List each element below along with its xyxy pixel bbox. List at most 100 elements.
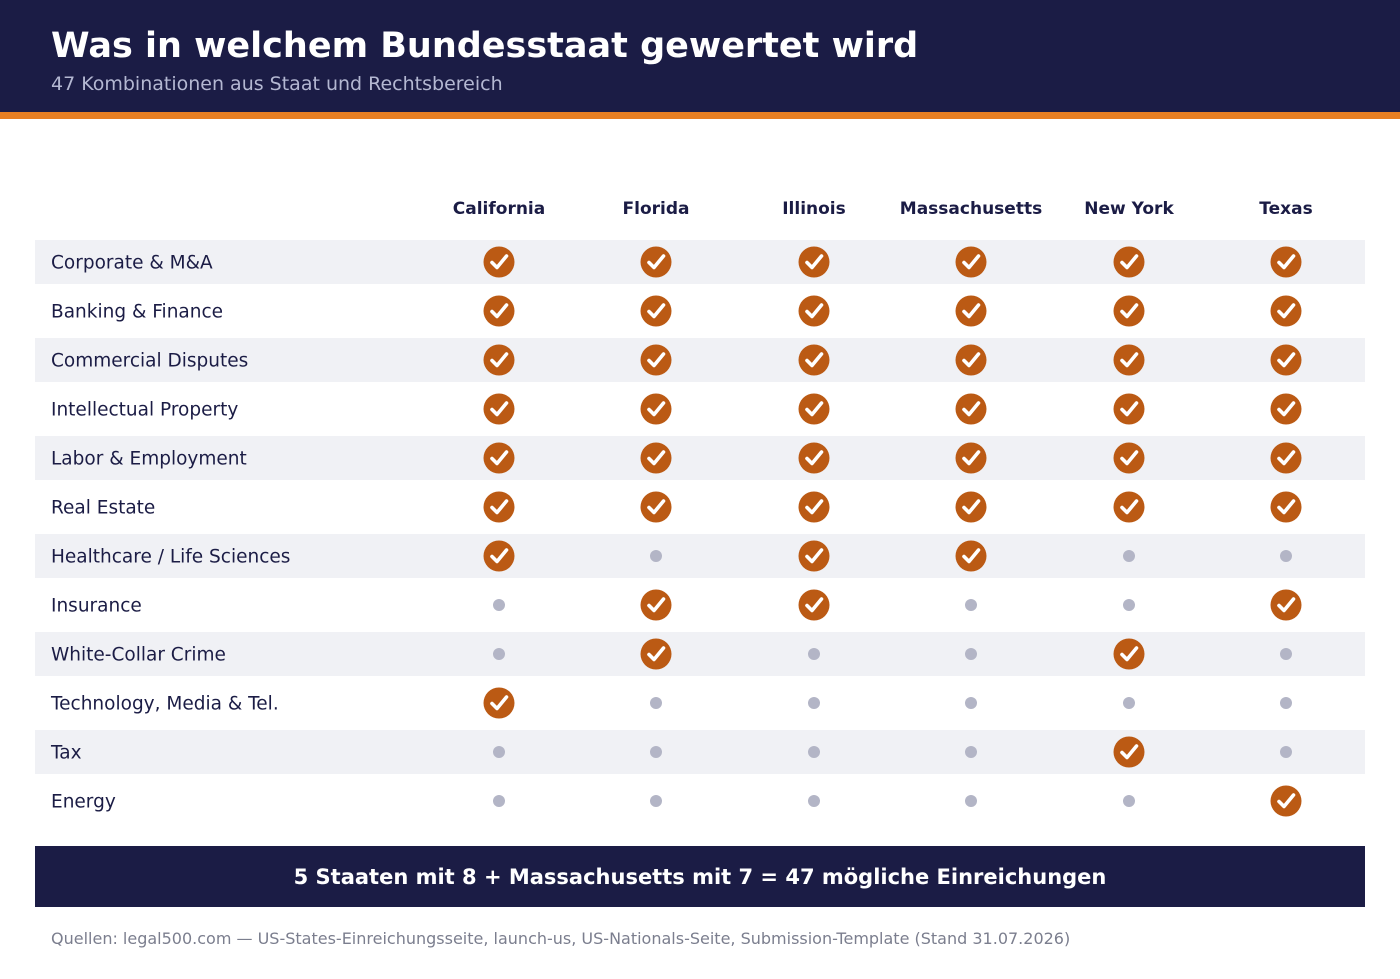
check-icon — [955, 540, 987, 572]
check-icon — [1270, 295, 1302, 327]
check-icon — [1113, 246, 1145, 278]
summary-bar: 5 Staaten mit 8 + Massachusetts mit 7 = … — [35, 846, 1365, 907]
check-icon — [483, 344, 515, 376]
empty-dot-icon — [650, 795, 662, 807]
empty-dot-icon — [808, 795, 820, 807]
check-icon — [1113, 295, 1145, 327]
empty-dot-icon — [1123, 795, 1135, 807]
check-icon — [1113, 393, 1145, 425]
table-row-band — [35, 338, 1365, 382]
check-icon — [955, 295, 987, 327]
summary-text: 5 Staaten mit 8 + Massachusetts mit 7 = … — [293, 864, 1107, 889]
empty-dot-icon — [808, 648, 820, 660]
table-row-band — [35, 730, 1365, 774]
empty-dot-icon — [650, 697, 662, 709]
table-row-band — [35, 632, 1365, 676]
column-header: Texas — [1259, 199, 1312, 219]
check-icon — [1113, 638, 1145, 670]
empty-dot-icon — [1280, 648, 1292, 660]
check-icon — [1113, 344, 1145, 376]
empty-dot-icon — [650, 550, 662, 562]
check-icon — [483, 246, 515, 278]
check-icon — [798, 344, 830, 376]
check-icon — [955, 393, 987, 425]
check-icon — [955, 246, 987, 278]
check-icon — [798, 442, 830, 474]
row-label: Technology, Media & Tel. — [50, 694, 279, 715]
page-subtitle: 47 Kombinationen aus Staat und Rechtsber… — [51, 73, 503, 95]
check-icon — [640, 442, 672, 474]
check-icon — [798, 491, 830, 523]
empty-dot-icon — [650, 746, 662, 758]
check-icon — [798, 589, 830, 621]
table-row-band — [35, 436, 1365, 480]
empty-dot-icon — [808, 697, 820, 709]
empty-dot-icon — [493, 795, 505, 807]
check-icon — [1113, 491, 1145, 523]
empty-dot-icon — [493, 599, 505, 611]
row-label: Labor & Employment — [51, 449, 247, 470]
empty-dot-icon — [1123, 697, 1135, 709]
check-icon — [798, 295, 830, 327]
check-icon — [483, 442, 515, 474]
row-label: Healthcare / Life Sciences — [51, 547, 290, 568]
check-icon — [483, 687, 515, 719]
check-icon — [640, 638, 672, 670]
check-icon — [1270, 491, 1302, 523]
table-row-band — [35, 534, 1365, 578]
row-label: Commercial Disputes — [51, 351, 248, 372]
header-bar — [0, 0, 1400, 112]
row-label: Tax — [50, 743, 82, 764]
check-icon — [955, 491, 987, 523]
row-label: White-Collar Crime — [51, 645, 226, 666]
check-icon — [955, 442, 987, 474]
empty-dot-icon — [1280, 697, 1292, 709]
check-icon — [798, 246, 830, 278]
check-icon — [1270, 442, 1302, 474]
check-icon — [1113, 442, 1145, 474]
check-icon — [1270, 589, 1302, 621]
check-icon — [955, 344, 987, 376]
column-header: California — [453, 199, 545, 219]
check-icon — [798, 540, 830, 572]
column-header: New York — [1084, 199, 1174, 219]
empty-dot-icon — [965, 697, 977, 709]
check-icon — [483, 295, 515, 327]
empty-dot-icon — [965, 648, 977, 660]
page-title: Was in welchem Bundesstaat gewertet wird — [51, 26, 919, 66]
check-icon — [483, 393, 515, 425]
check-icon — [483, 540, 515, 572]
check-icon — [1270, 785, 1302, 817]
empty-dot-icon — [965, 599, 977, 611]
check-icon — [1270, 246, 1302, 278]
empty-dot-icon — [965, 746, 977, 758]
check-icon — [483, 491, 515, 523]
row-label: Banking & Finance — [51, 302, 223, 323]
row-label: Corporate & M&A — [51, 253, 213, 274]
check-icon — [798, 393, 830, 425]
empty-dot-icon — [1280, 550, 1292, 562]
source-footnote: Quellen: legal500.com — US-States-Einrei… — [51, 929, 1071, 948]
check-icon — [1270, 344, 1302, 376]
row-label: Insurance — [51, 596, 142, 617]
column-header: Illinois — [782, 199, 846, 219]
header-accent-stripe — [0, 112, 1400, 119]
row-label: Energy — [51, 792, 116, 813]
check-icon — [1113, 736, 1145, 768]
row-label: Real Estate — [51, 498, 155, 519]
row-label: Intellectual Property — [51, 400, 238, 421]
empty-dot-icon — [1280, 746, 1292, 758]
check-icon — [640, 589, 672, 621]
empty-dot-icon — [1123, 599, 1135, 611]
empty-dot-icon — [1123, 550, 1135, 562]
table-row-band — [35, 240, 1365, 284]
empty-dot-icon — [493, 648, 505, 660]
check-icon — [1270, 393, 1302, 425]
check-icon — [640, 393, 672, 425]
check-icon — [640, 246, 672, 278]
column-header: Florida — [623, 199, 690, 219]
check-icon — [640, 491, 672, 523]
empty-dot-icon — [493, 746, 505, 758]
check-icon — [640, 344, 672, 376]
